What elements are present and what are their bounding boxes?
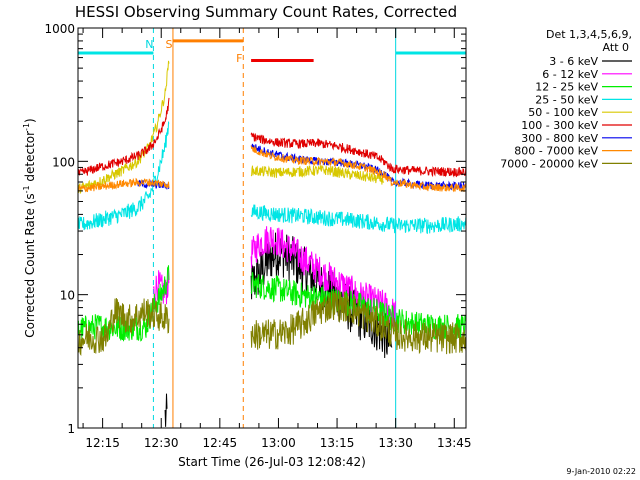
- series-7000-20000-kev-segment-0: [77, 297, 170, 356]
- y-tick-label-1000: 1000: [44, 22, 75, 36]
- legend-label-800-7000-kev: 800 - 7000 keV: [514, 145, 598, 158]
- y-axis-label: Corrected Count Rate (s-1 detector-1): [22, 118, 37, 337]
- axes: 1 10 100 1000 12:15 12:30 12:45 13:00 13:15 13:30…: [44, 22, 471, 450]
- chart-title: HESSI Observing Summary Count Rates, Cor…: [75, 3, 457, 21]
- series-100-300-kev-segment-1: [250, 132, 467, 178]
- series-25-50-kev-segment-0: [77, 120, 170, 233]
- x-tick-label-12-15: 12:15: [85, 436, 120, 450]
- generation-timestamp: 9-Jan-2010 02:22: [566, 467, 636, 476]
- legend-label-25-50-kev: 25 - 50 keV: [535, 93, 598, 106]
- x-tick-label-13-15: 13:15: [320, 436, 355, 450]
- y-axis-label-sup1: -1: [22, 185, 31, 193]
- x-tick-label-13-30: 13:30: [378, 436, 413, 450]
- x-axis-label: Start Time (26-Jul-03 12:08:42): [178, 455, 366, 469]
- y-axis-label-sup2: -1: [22, 123, 31, 131]
- x-tick-label-13-45: 13:45: [437, 436, 472, 450]
- plot-area: N S F: [77, 28, 467, 428]
- series-50-100-kev-segment-1: [250, 165, 385, 185]
- series-6-12-kev-segment-0: [152, 266, 170, 305]
- legend-header-attenuator: Att 0: [603, 41, 629, 54]
- legend-label-300-800-kev: 300 - 800 keV: [521, 132, 598, 145]
- y-tick-label-100: 100: [52, 155, 75, 169]
- x-tick-label-12-30: 12:30: [144, 436, 179, 450]
- series-6-12-kev-segment-1: [250, 226, 396, 328]
- y-axis-label-end: ): [23, 118, 37, 123]
- plot-frame: [77, 27, 467, 429]
- legend-label-12-25-kev: 12 - 25 keV: [535, 81, 598, 94]
- y-tick-label-1: 1: [67, 422, 75, 436]
- series-3-6-kev-segment-0: [164, 393, 168, 427]
- series-12-25-kev-segment-0: [77, 265, 170, 342]
- x-tick-label-12-45: 12:45: [203, 436, 238, 450]
- y-axis-label-mid: detector: [23, 131, 37, 186]
- series-800-7000-kev-segment-0: [77, 177, 170, 193]
- series-100-300-kev-segment-0: [77, 97, 170, 176]
- legend-label-7000-20000-kev: 7000 - 20000 keV: [500, 157, 598, 170]
- flag-label-n: N: [145, 38, 153, 51]
- flag-label-s: S: [165, 38, 172, 51]
- legend-header-detectors: Det 1,3,4,5,6,9,: [546, 28, 632, 41]
- y-tick-label-10: 10: [60, 289, 75, 303]
- legend-label-50-100-kev: 50 - 100 keV: [528, 106, 598, 119]
- series-300-800-kev-segment-1: [251, 143, 467, 191]
- series-800-7000-kev-segment-1: [250, 145, 467, 193]
- legend-label-3-6-kev: 3 - 6 keV: [549, 55, 598, 68]
- series-25-50-kev-segment-1: [250, 204, 467, 235]
- flag-label-f: F: [236, 52, 242, 65]
- y-axis-label-main: Corrected Count Rate (s: [23, 193, 37, 337]
- legend-label-100-300-kev: 100 - 300 keV: [521, 119, 598, 132]
- series-7000-20000-kev-segment-1: [250, 291, 467, 355]
- legend-label-6-12-kev: 6 - 12 keV: [542, 68, 598, 81]
- x-tick-label-13-00: 13:00: [261, 436, 296, 450]
